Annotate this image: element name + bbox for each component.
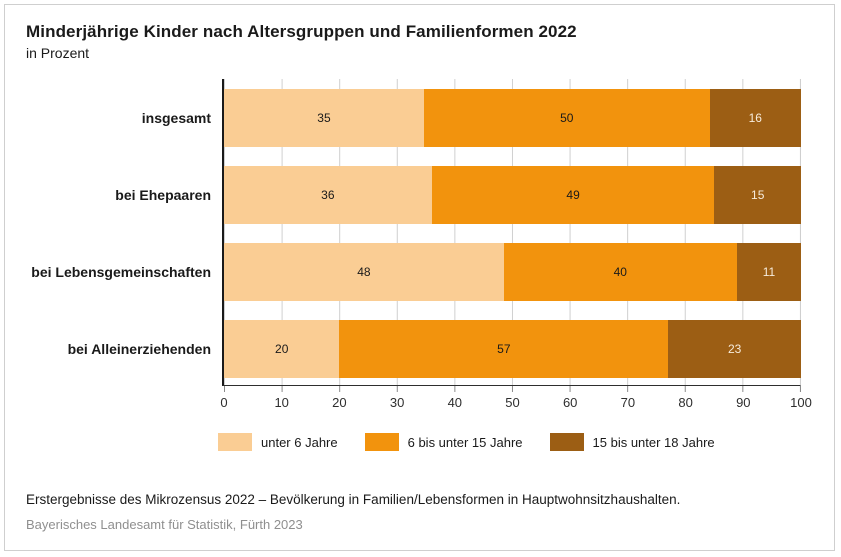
legend-item: 6 bis unter 15 Jahre — [364, 433, 523, 451]
bar-segment: 57 — [339, 320, 669, 378]
chart-title: Minderjährige Kinder nach Altersgruppen … — [26, 22, 577, 41]
bar-segment: 23 — [668, 320, 801, 378]
legend-item: unter 6 Jahre — [218, 433, 338, 451]
bar-segment: 36 — [224, 166, 432, 224]
chart-row: bei Ehepaaren 36 49 15 — [26, 166, 801, 224]
x-axis-tick-label: 100 — [790, 395, 812, 410]
bar-segment: 49 — [431, 166, 715, 224]
bar-segment: 11 — [736, 243, 801, 301]
chart-row: bei Lebensgemeinschaften 48 40 11 — [26, 243, 801, 301]
bar-segment: 16 — [709, 89, 801, 147]
chart-row: bei Alleinerziehenden 20 57 23 — [26, 320, 801, 378]
legend-label: unter 6 Jahre — [261, 434, 338, 450]
category-label: bei Lebensgemeinschaften — [31, 264, 211, 280]
footer: Erstergebnisse des Mikrozensus 2022 – Be… — [26, 492, 801, 532]
legend-swatch — [218, 433, 252, 451]
bar-segment: 48 — [224, 243, 504, 301]
stacked-bar-chart: insgesamt 35 50 16 bei Ehepaaren 36 49 15 bei Le… — [26, 79, 812, 451]
bar-rows: insgesamt 35 50 16 bei Ehepaaren 36 49 15 bei Le… — [26, 89, 801, 378]
x-axis-tick-label: 60 — [562, 395, 578, 410]
publisher-note: Bayerisches Landesamt für Statistik, Für… — [26, 517, 303, 532]
bar-segment: 35 — [224, 89, 424, 147]
x-axis-tick-label: 20 — [332, 395, 347, 410]
bar-segment: 15 — [714, 166, 801, 224]
legend-swatch — [364, 433, 399, 451]
chart-row: insgesamt 35 50 16 — [26, 89, 801, 147]
legend-label: 15 bis unter 18 Jahre — [592, 434, 715, 450]
x-axis-tick-label: 90 — [736, 395, 751, 410]
x-axis-tick-label: 10 — [274, 395, 289, 410]
bar-segment: 50 — [423, 89, 710, 147]
plot-area: insgesamt 35 50 16 bei Ehepaaren 36 49 15 bei Le… — [26, 79, 801, 386]
x-axis-tick-label: 50 — [505, 395, 520, 410]
bar-track: 36 49 15 — [224, 166, 801, 224]
chart-subtitle: in Prozent — [26, 45, 90, 61]
bar-track: 35 50 16 — [224, 89, 801, 147]
x-axis-ticks — [224, 386, 801, 392]
x-axis-tick-label: 0 — [220, 395, 228, 410]
category-label: bei Ehepaaren — [115, 187, 211, 203]
category-label: insgesamt — [141, 110, 211, 126]
x-axis-tick-label: 30 — [389, 395, 405, 410]
legend: unter 6 Jahre 6 bis unter 15 Jahre 15 bis … — [218, 433, 801, 451]
legend-label: 6 bis unter 15 Jahre — [407, 434, 523, 450]
legend-swatch — [549, 433, 584, 451]
bar-segment: 20 — [224, 320, 340, 378]
chart-frame: Minderjährige Kinder nach Altersgruppen … — [4, 4, 835, 551]
x-axis-tick-label: 80 — [678, 395, 693, 410]
bar-track: 20 57 23 — [224, 320, 801, 378]
source-note: Erstergebnisse des Mikrozensus 2022 – Be… — [26, 492, 681, 507]
category-label: bei Alleinerziehenden — [67, 341, 211, 357]
x-axis-tick-label: 40 — [447, 395, 463, 410]
bar-segment: 40 — [503, 243, 737, 301]
x-axis-tick-label: 70 — [620, 395, 636, 410]
x-axis-labels: 0 10 20 30 40 50 60 70 80 90 100 — [220, 395, 811, 412]
bar-track: 48 40 11 — [224, 243, 801, 301]
legend-item: 15 bis unter 18 Jahre — [549, 433, 715, 451]
